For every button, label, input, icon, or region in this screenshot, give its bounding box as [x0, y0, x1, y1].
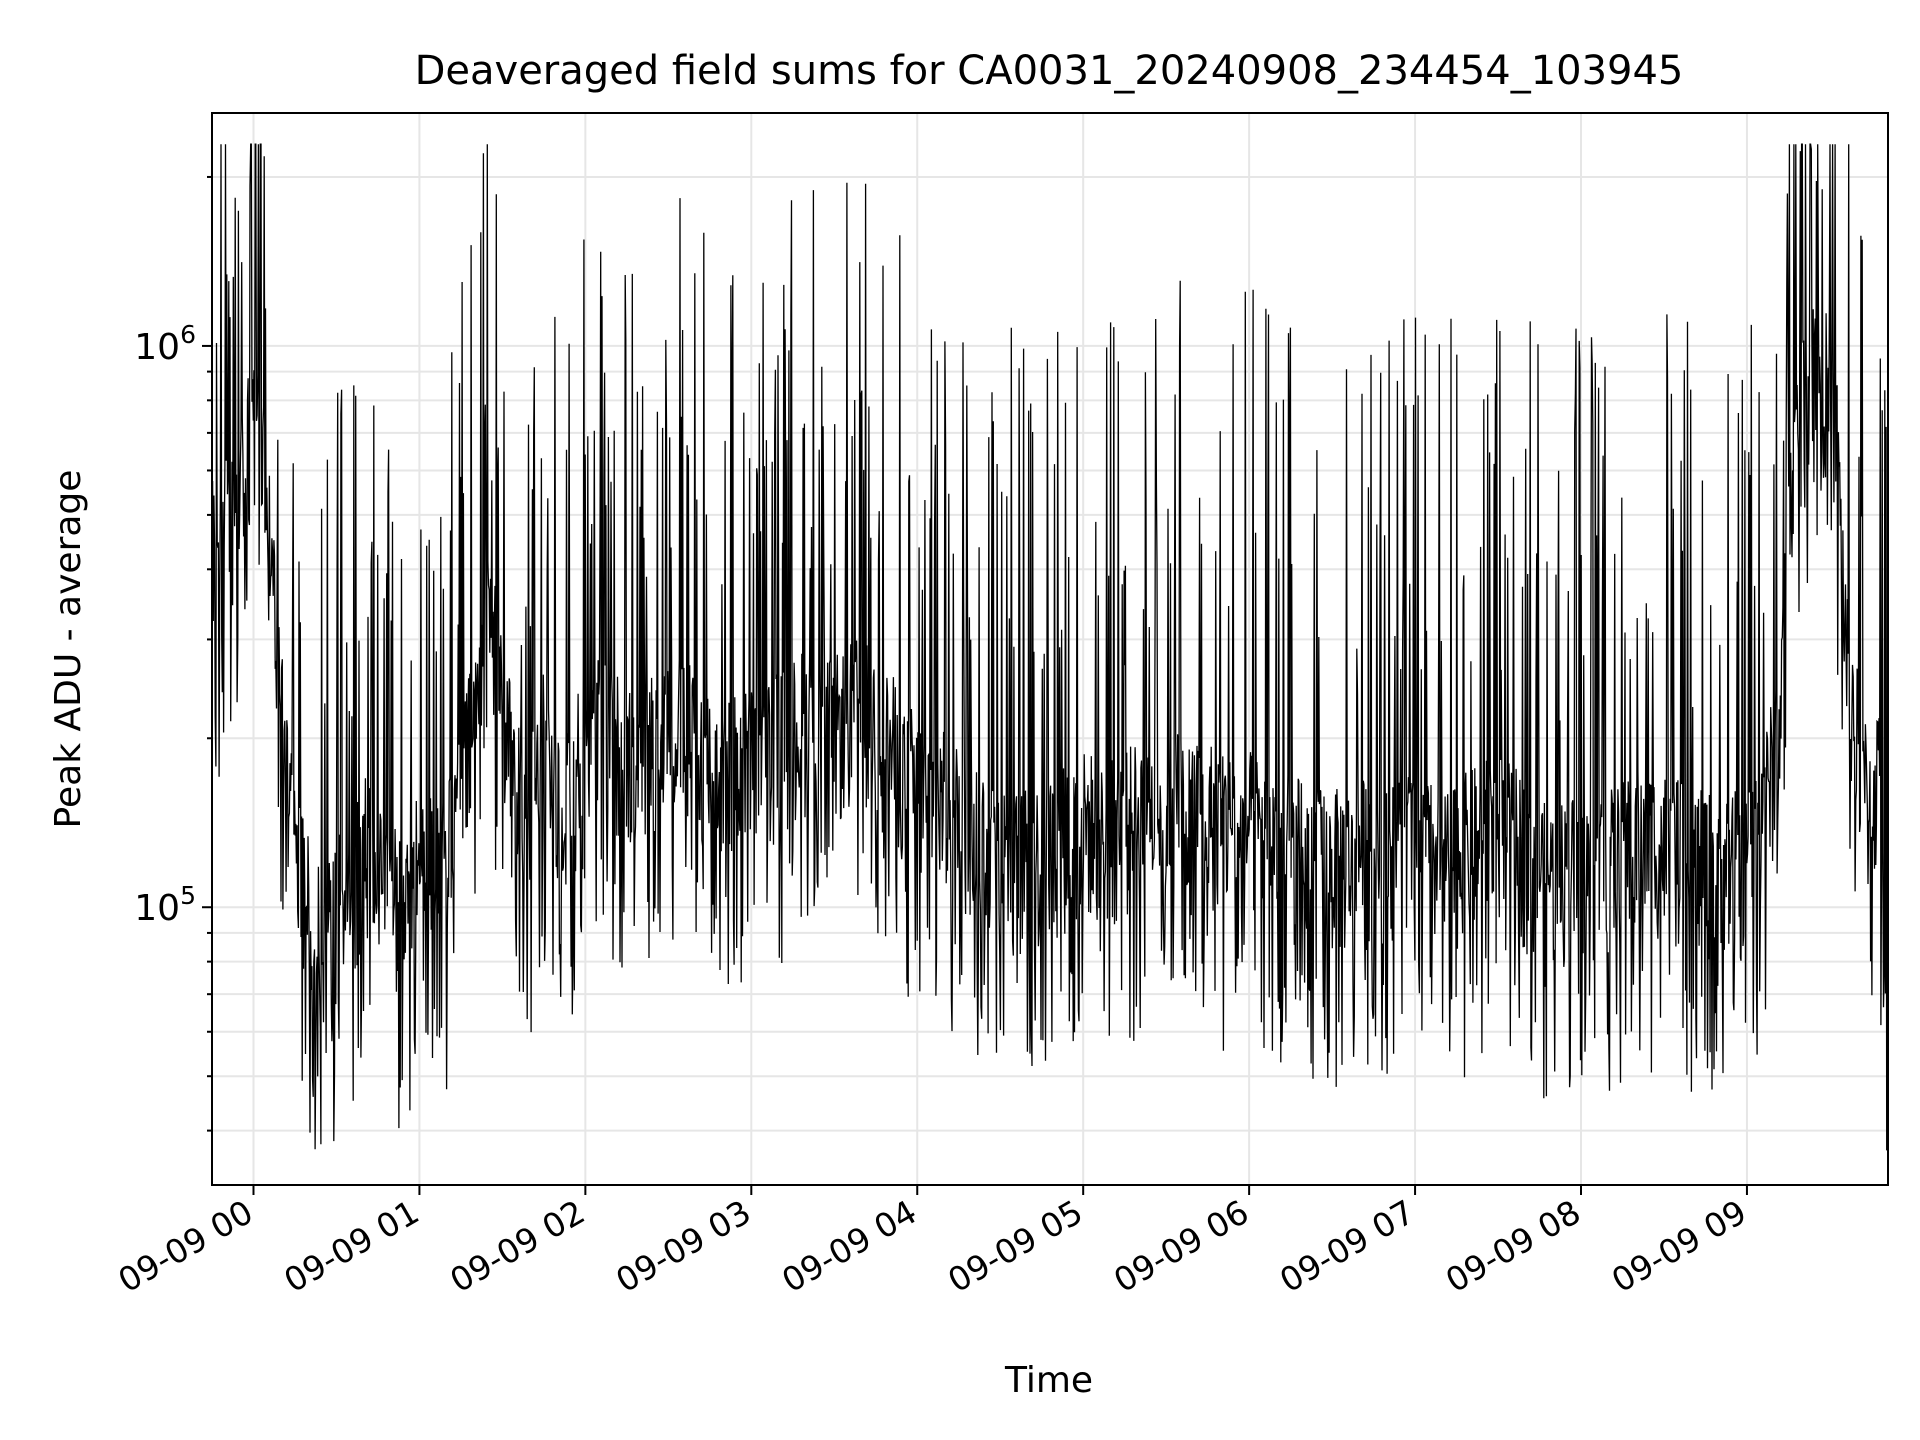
x-axis-label: Time: [1004, 1360, 1093, 1401]
chart-title: Deaveraged field sums for CA0031_2024090…: [415, 48, 1684, 94]
y-tick-label: 106: [134, 320, 196, 368]
y-tick-label-exponent: 6: [180, 320, 196, 349]
series-line: [211, 143, 1889, 1151]
y-tick-label-base: 10: [134, 888, 180, 929]
series-line-group: [211, 143, 1889, 1151]
plot-frame: [211, 112, 1889, 1186]
y-tick-label: 105: [134, 881, 196, 929]
y-tick-label-exponent: 5: [180, 881, 196, 910]
y-tick-label-base: 10: [134, 327, 180, 368]
y-axis-label: Peak ADU - average: [48, 470, 89, 829]
